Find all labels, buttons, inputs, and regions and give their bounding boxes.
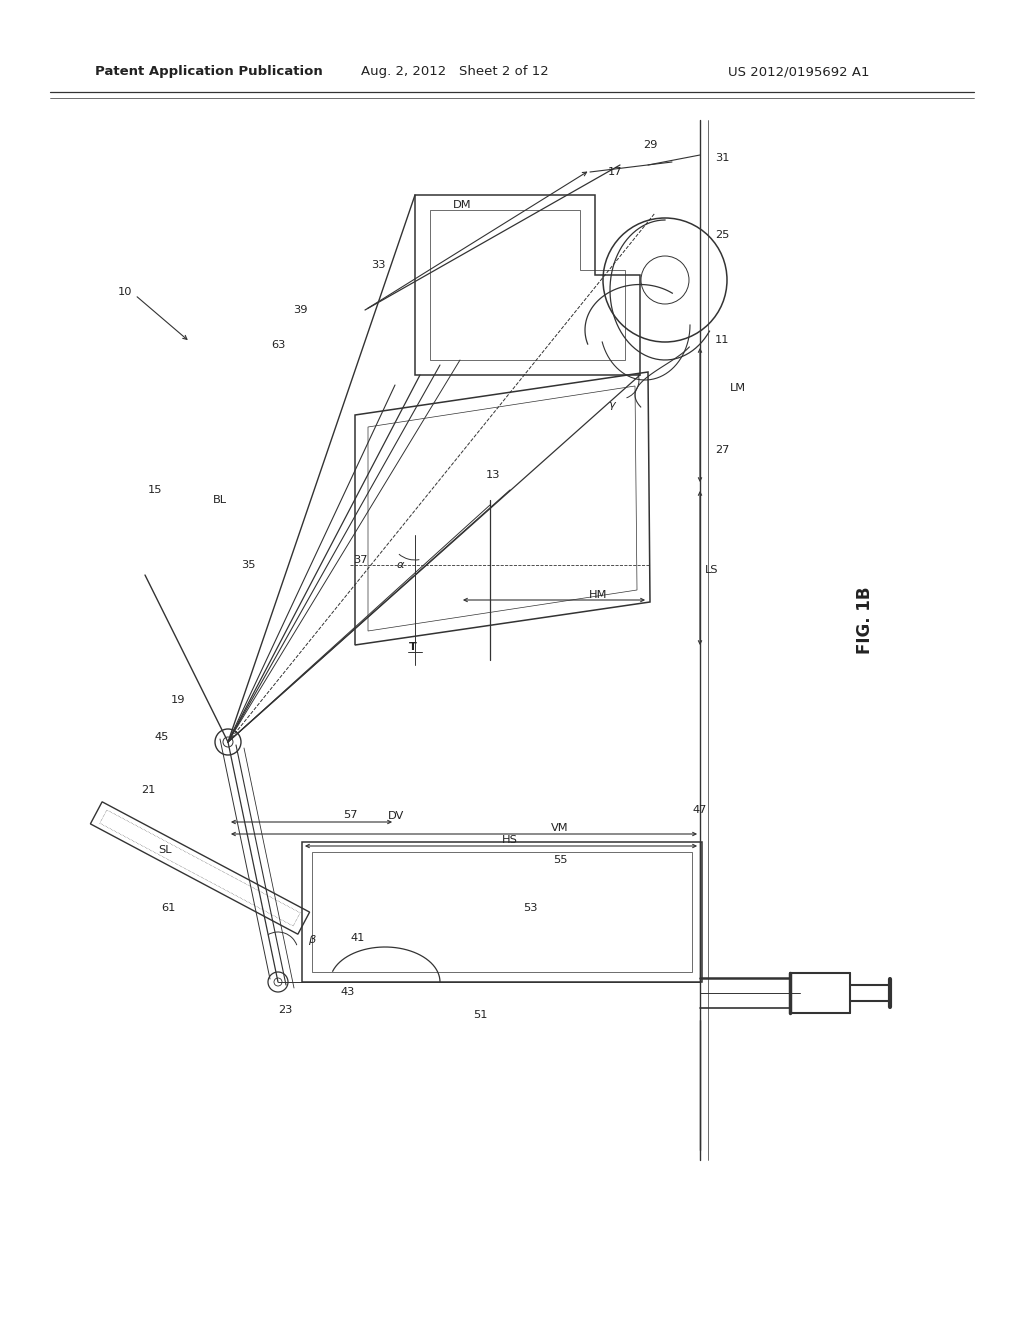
Text: α: α (396, 560, 403, 570)
Text: 39: 39 (293, 305, 307, 315)
Text: 55: 55 (553, 855, 567, 865)
Text: 19: 19 (171, 696, 185, 705)
Text: 11: 11 (715, 335, 729, 345)
Text: 45: 45 (155, 733, 169, 742)
Text: 29: 29 (643, 140, 657, 150)
Bar (302, 842, 702, 982)
Text: BL: BL (213, 495, 227, 506)
Text: 21: 21 (141, 785, 156, 795)
Text: T: T (409, 642, 417, 652)
Text: 63: 63 (270, 341, 286, 350)
Text: 53: 53 (522, 903, 538, 913)
Text: 17: 17 (608, 168, 623, 177)
Text: DV: DV (388, 810, 404, 821)
Text: SL: SL (159, 845, 172, 855)
Text: LM: LM (730, 383, 746, 393)
Bar (312, 851, 692, 972)
Text: 61: 61 (161, 903, 175, 913)
Text: HS: HS (502, 836, 518, 845)
Text: β: β (308, 935, 315, 945)
Text: VM: VM (551, 822, 568, 833)
Text: 51: 51 (473, 1010, 487, 1020)
Text: γ: γ (608, 400, 615, 411)
Text: 43: 43 (341, 987, 355, 997)
Text: 33: 33 (371, 260, 385, 271)
Text: Patent Application Publication: Patent Application Publication (95, 66, 323, 78)
Text: US 2012/0195692 A1: US 2012/0195692 A1 (728, 66, 870, 78)
Text: 13: 13 (485, 470, 501, 480)
Text: HM: HM (589, 590, 607, 601)
Text: 10: 10 (118, 286, 132, 297)
Text: LS: LS (706, 565, 719, 576)
Text: 27: 27 (715, 445, 729, 455)
Text: 15: 15 (147, 484, 162, 495)
Text: FIG. 1B: FIG. 1B (856, 586, 874, 653)
Text: 35: 35 (241, 560, 255, 570)
Text: 41: 41 (351, 933, 366, 942)
Text: DM: DM (453, 201, 471, 210)
Text: 23: 23 (278, 1005, 292, 1015)
Text: 31: 31 (715, 153, 729, 162)
Text: 25: 25 (715, 230, 729, 240)
Text: 37: 37 (352, 554, 368, 565)
Text: 57: 57 (343, 810, 357, 820)
Text: Aug. 2, 2012   Sheet 2 of 12: Aug. 2, 2012 Sheet 2 of 12 (361, 66, 549, 78)
Text: 47: 47 (693, 805, 708, 814)
